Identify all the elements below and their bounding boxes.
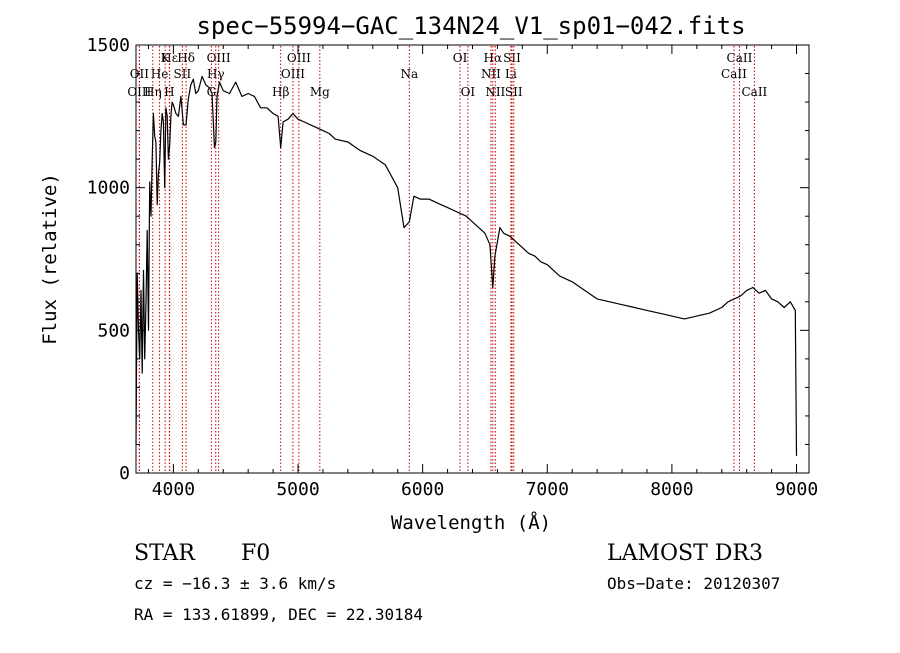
spectral-line-label: OIII [281,67,305,81]
series-layer [135,75,798,456]
spectral-line-label: Li [505,67,517,81]
spectral-line-label: Hδ [177,51,195,65]
x-tick-label: 5000 [276,479,319,500]
spectral-line-label: OIII [127,85,151,99]
y-tick-label: 0 [119,463,130,484]
spectral-line-label: CaII [727,51,753,65]
object-subclass: F0 [241,541,270,566]
x-tick-label: 7000 [526,479,569,500]
y-axis-label: Flux (relative) [39,173,61,345]
x-tick-label: 4000 [152,479,195,500]
spectral-line-label: Mg [310,85,330,99]
spectral-line-label: Hβ [272,85,289,99]
spectral-line-label: OIII [287,51,311,65]
spectral-line-label: CaII [721,67,747,81]
spectral-line-label: CaII [741,85,767,99]
y-tick-label: 1500 [87,35,130,56]
chart-title: spec−55994−GAC_134N24_V1_sp01−042.fits [196,12,745,40]
series-line-spectrum [135,75,798,456]
y-tick-label: 1000 [87,178,130,199]
spectral-line-label: Hγ [207,67,225,81]
spectral-line-label: H [164,85,174,99]
spectral-line-label: OI [461,85,476,99]
ra-dec: RA = 133.61899, DEC = 22.30184 [134,605,423,624]
spectral-line-label: NII [481,67,501,81]
redshift-cz: cz = −16.3 ± 3.6 km/s [134,574,336,593]
plot-frame [135,44,810,474]
x-tick-label: 6000 [401,479,444,500]
spectral-line-label: SII [174,67,192,81]
x-tick-label: 9000 [775,479,818,500]
spectral-line-label: Hη [144,85,162,99]
survey-name: LAMOST DR3 [607,541,763,566]
axes: 4000 5000 6000 7000 8000 9000 0 500 1000 1500 [87,35,819,500]
spectral-line-label: SII [503,51,521,65]
spectral-line-label: OI [453,51,468,65]
spectral-line-label: NII [485,85,505,99]
x-tick-label: 8000 [650,479,693,500]
spectral-line-label: OIII [207,51,231,65]
object-class: STAR [134,541,196,566]
spectral-line-label: Na [400,67,418,81]
spectral-line-label: SII [505,85,523,99]
spectral-line-label: Hα [484,51,503,65]
spectral-line-label: K [161,51,171,65]
spectral-line-label: He [151,67,169,81]
observation-date: Obs−Date: 20120307 [607,574,780,593]
y-tick-label: 500 [97,320,130,341]
x-axis-label: Wavelength (Å) [391,511,551,534]
